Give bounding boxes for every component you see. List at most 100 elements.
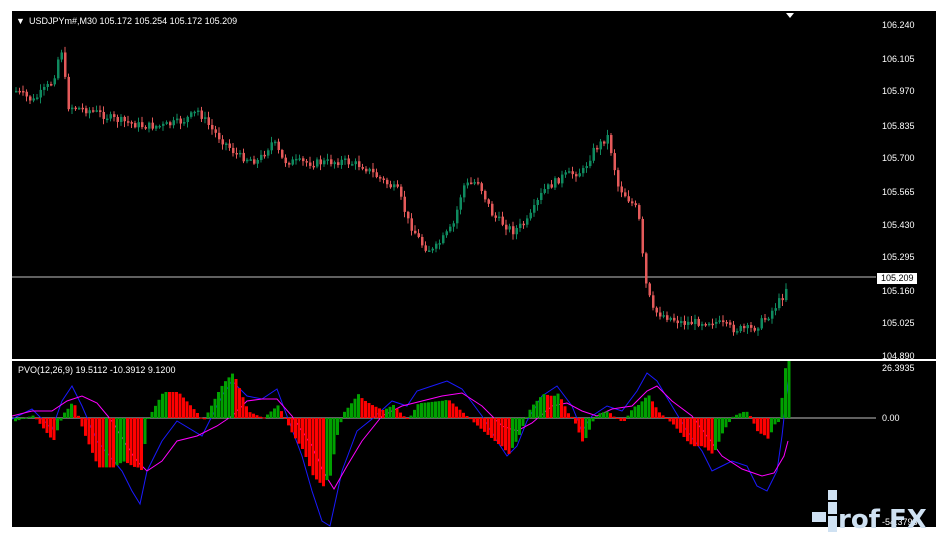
candle-body: [508, 226, 511, 230]
candle-body: [431, 248, 434, 251]
price-tick: 105.565: [882, 187, 915, 197]
histogram-bar: [322, 418, 325, 487]
histogram-bar: [430, 401, 434, 418]
candle-body: [578, 173, 581, 177]
candle-body: [225, 143, 228, 146]
candle-body: [708, 323, 711, 326]
symbol-info-label: USDJPYm#,M30 105.172 105.254 105.172 105…: [29, 16, 238, 26]
candle-body: [274, 141, 277, 144]
candle-body: [130, 122, 133, 124]
candlestick-chart[interactable]: [12, 11, 876, 359]
histogram-bar: [654, 407, 658, 418]
histogram-bar: [66, 408, 70, 418]
candle-body: [218, 132, 221, 140]
price-scale[interactable]: 106.240 106.105 105.970 105.835 105.700 …: [876, 11, 936, 361]
histogram-bar: [269, 411, 273, 418]
candle-body: [522, 223, 525, 226]
indicator-scale[interactable]: 26.3935 0.00 -54.3793: [876, 361, 936, 527]
histogram-bar: [42, 418, 45, 429]
histogram-bar: [318, 418, 322, 483]
candle-body: [151, 122, 154, 129]
histogram-bar: [98, 418, 101, 468]
candle-body: [400, 186, 403, 197]
histogram-bar: [308, 418, 311, 467]
histogram-bar: [150, 411, 154, 418]
histogram-bar: [644, 397, 647, 418]
candle-body: [533, 205, 536, 213]
candle-body: [778, 298, 781, 309]
histogram-bar: [500, 418, 504, 447]
candle-body: [484, 190, 487, 200]
histogram-bar: [294, 418, 297, 439]
candle-body: [445, 231, 448, 236]
histogram-bar: [784, 368, 787, 418]
candle-body: [221, 139, 224, 145]
histogram-bar: [703, 418, 707, 448]
price-tick: 105.430: [882, 220, 915, 230]
price-chart-pane[interactable]: ▼ USDJPYm#,M30 105.172 105.254 105.172 1…: [12, 11, 876, 359]
candle-body: [99, 110, 102, 112]
candle-body: [78, 107, 81, 110]
histogram-bar: [427, 402, 430, 418]
candle-body: [739, 325, 742, 332]
candle-body: [582, 168, 585, 174]
histogram-bar: [402, 416, 406, 418]
candle-body: [564, 172, 567, 175]
histogram-bar: [759, 418, 763, 434]
pvo-indicator-pane[interactable]: PVO(12,26,9) 19.5112 -10.3912 9.1200: [12, 361, 876, 527]
candle-body: [183, 122, 186, 124]
histogram-bar: [493, 418, 497, 441]
histogram-bar: [434, 401, 437, 418]
histogram-bar: [192, 409, 196, 418]
histogram-bar: [756, 418, 759, 432]
histogram-bar: [570, 416, 574, 418]
symbol-menu-icon[interactable]: ▼: [16, 16, 25, 26]
candle-body: [645, 253, 648, 284]
histogram-bar: [588, 418, 591, 430]
candle-body: [442, 235, 445, 244]
histogram-bar: [353, 398, 357, 418]
candle-body: [606, 135, 609, 144]
histogram-bar: [17, 418, 21, 421]
candle-body: [435, 243, 438, 249]
histogram-bar: [486, 418, 490, 435]
candle-body: [277, 141, 280, 151]
histogram-bar: [721, 418, 724, 434]
histogram-bar: [581, 418, 584, 442]
candle-body: [25, 91, 28, 97]
histogram-bar: [56, 418, 59, 431]
candle-body: [473, 182, 476, 184]
histogram-bar: [749, 416, 752, 418]
histogram-bar: [483, 418, 486, 432]
histogram-bar: [591, 418, 595, 422]
pvo-indicator-chart[interactable]: [12, 361, 876, 527]
candle-body: [71, 107, 74, 110]
price-tick: 105.835: [882, 121, 915, 131]
candle-body: [421, 236, 424, 246]
price-tick: 105.700: [882, 153, 915, 163]
chart-shift-marker-icon[interactable]: [786, 13, 794, 18]
candle-body: [561, 174, 564, 184]
candle-body: [361, 167, 364, 169]
histogram-bar: [504, 418, 507, 451]
histogram-bar: [126, 418, 129, 464]
candle-body: [109, 114, 112, 119]
candle-body: [659, 312, 662, 317]
candle-body: [732, 324, 735, 333]
histogram-bar: [14, 418, 17, 422]
price-tick: 106.240: [882, 20, 915, 30]
candle-body: [36, 97, 39, 99]
candle-body: [767, 318, 770, 321]
candle-body: [186, 116, 189, 123]
candle-body: [18, 90, 21, 93]
histogram-bar: [441, 400, 444, 418]
candle-body: [386, 179, 389, 185]
candle-body: [207, 117, 210, 125]
candle-body: [242, 152, 245, 162]
histogram-bar: [273, 408, 276, 418]
candle-body: [351, 164, 354, 166]
histogram-bar: [679, 418, 682, 433]
candle-body: [407, 211, 410, 219]
histogram-bar: [770, 418, 773, 433]
candle-body: [169, 122, 172, 126]
